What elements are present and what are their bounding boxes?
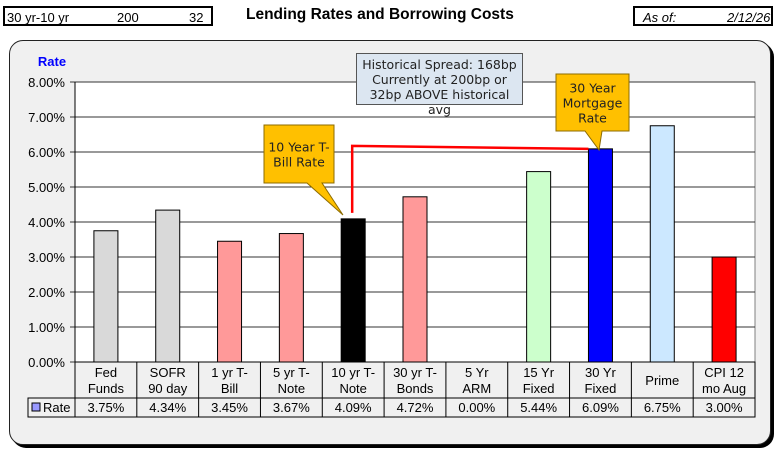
- value-label: 0.00%: [458, 400, 495, 415]
- category-label: 5 yr T-: [273, 365, 310, 380]
- category-label: ARM: [462, 381, 491, 396]
- historical-spread-note: Historical Spread: 168bp Currently at 20…: [356, 53, 523, 117]
- y-tick-label: 6.00%: [28, 145, 65, 160]
- as-of-box: As of: 2/12/26: [633, 6, 773, 26]
- bar: [587, 148, 613, 363]
- category-label: Fixed: [523, 381, 555, 396]
- category-label: 30 yr T-: [393, 365, 437, 380]
- bar: [649, 125, 675, 363]
- value-label: 4.34%: [149, 400, 186, 415]
- bar: [155, 209, 181, 363]
- value-label: 6.09%: [582, 400, 619, 415]
- y-tick-label: 4.00%: [28, 215, 65, 230]
- category-label: CPI 12: [704, 365, 744, 380]
- category-label: Prime: [645, 373, 679, 388]
- legend-label: Rate: [43, 400, 70, 415]
- bar: [402, 196, 428, 363]
- thirty-year-callout-text: 30 Year: [569, 81, 616, 96]
- y-tick-label: 7.00%: [28, 110, 65, 125]
- y-tick-label: 1.00%: [28, 320, 65, 335]
- y-tick-label: 8.00%: [28, 75, 65, 90]
- category-label: Bill: [221, 381, 238, 396]
- spread-current-bp: 200: [117, 10, 139, 25]
- note-line: Currently at 200bp or: [372, 72, 507, 87]
- bar: [278, 233, 304, 363]
- category-label: 10 yr T-: [331, 365, 375, 380]
- category-label: 1 yr T-: [211, 365, 248, 380]
- bar: [93, 230, 119, 363]
- value-label: 4.72%: [397, 400, 434, 415]
- category-label: Fixed: [585, 381, 617, 396]
- ten-year-callout-text: Bill Rate: [273, 155, 325, 170]
- y-tick-label: 2.00%: [28, 285, 65, 300]
- category-label: Note: [278, 381, 305, 396]
- ten-year-callout-shape: [263, 124, 344, 216]
- value-label: 5.44%: [520, 400, 557, 415]
- category-label: 90 day: [148, 381, 188, 396]
- spread-above-bp: 32: [189, 10, 204, 25]
- value-label: 4.09%: [335, 400, 372, 415]
- value-label: 3.75%: [87, 400, 124, 415]
- chart-title: Lending Rates and Borrowing Costs: [246, 6, 514, 23]
- spread-label: 30 yr-10 yr: [7, 10, 70, 25]
- category-label: 5 Yr: [465, 365, 489, 380]
- bar: [217, 240, 243, 363]
- legend-swatch-icon: [31, 402, 41, 412]
- thirty-year-callout-shape: [555, 73, 630, 152]
- category-label: Note: [339, 381, 366, 396]
- bar: [526, 171, 552, 363]
- note-line: Historical Spread: 168bp: [362, 57, 517, 72]
- table-header-row: [74, 361, 756, 399]
- bar: [340, 218, 366, 363]
- category-label: mo Aug: [702, 381, 746, 396]
- value-label: 3.67%: [273, 400, 310, 415]
- bar: [711, 256, 737, 363]
- category-label: Bonds: [397, 381, 434, 396]
- ten-year-callout-text: 10 Year T-: [268, 140, 329, 155]
- value-label: 6.75%: [644, 400, 681, 415]
- category-label: Fed: [95, 365, 117, 380]
- thirty-year-callout-text: Rate: [578, 111, 607, 126]
- as-of-label: As of:: [643, 10, 677, 25]
- category-label: SOFR: [150, 365, 186, 380]
- table-value-row: [27, 397, 756, 418]
- y-tick-label: 3.00%: [28, 250, 65, 265]
- value-label: 3.45%: [211, 400, 248, 415]
- category-label: Funds: [88, 381, 125, 396]
- category-label: 30 Yr: [585, 365, 617, 380]
- as-of-date: 2/12/26: [727, 10, 771, 25]
- spread-summary-box: 30 yr-10 yr 200 32: [3, 6, 213, 26]
- note-line: 32bp ABOVE historical avg: [369, 87, 510, 117]
- y-tick-label: 5.00%: [28, 180, 65, 195]
- category-label: 15 Yr: [523, 365, 555, 380]
- value-label: 3.00%: [706, 400, 743, 415]
- thirty-year-callout-text: Mortgage: [563, 96, 623, 111]
- spread-connector-line: [350, 144, 589, 213]
- y-tick-label: 0.00%: [28, 355, 65, 370]
- y-axis-label: Rate: [38, 54, 66, 69]
